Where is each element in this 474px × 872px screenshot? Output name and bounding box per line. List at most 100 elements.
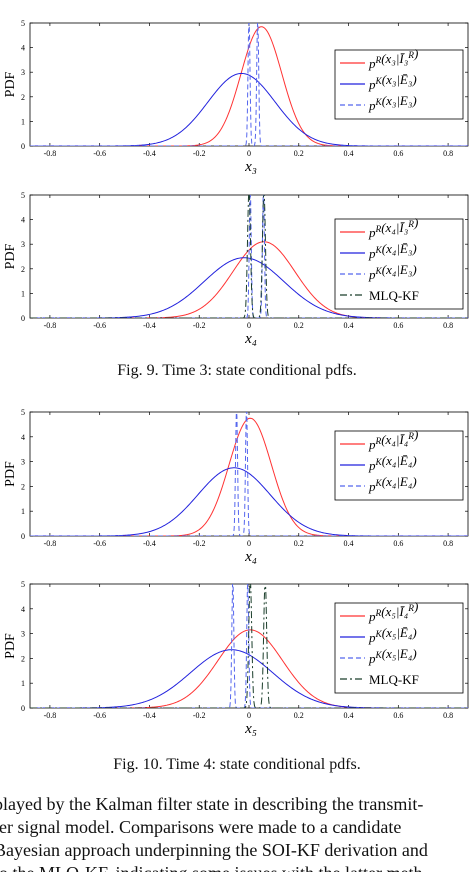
legend-label-superscript: K: [375, 246, 383, 256]
legend-label-part: ): [413, 46, 418, 61]
x-tick-label: -0.2: [193, 539, 206, 548]
legend-label-part: (x₃|E₃): [382, 93, 417, 108]
y-tick-label: 5: [21, 19, 25, 28]
legend-label-part: ): [413, 427, 418, 442]
legend-label-part: p: [368, 225, 376, 240]
legend-label-superscript: K: [375, 458, 383, 468]
legend-label: MLQ-KF: [369, 672, 419, 687]
legend-label-part: ): [413, 215, 418, 230]
x-tick-label: 0.6: [393, 149, 403, 158]
x-tick-label: 0.8: [443, 321, 453, 330]
x-tick-label: -0.4: [143, 539, 156, 548]
legend-label-superscript: K: [375, 479, 383, 489]
legend-label-part: (x₅|Ī₄: [381, 604, 409, 619]
chart-panel-4: -0.8 -0.6 -0.4 -0.2 0 0.2 0.4 0.6 0.8 0 1 2 3 4 5 PDF x₅…: [3, 580, 469, 737]
x-tick-label: 0: [247, 149, 251, 158]
legend-label-superscript: R: [375, 225, 382, 235]
x-tick-label: -0.8: [44, 149, 57, 158]
legend-label: pK(x₃|Ē₃): [368, 72, 417, 92]
x-tick-label: -0.6: [93, 539, 106, 548]
fig10-caption: Fig. 10. Time 4: state conditional pdfs.: [113, 756, 361, 773]
x-tick-label: -0.6: [93, 711, 106, 720]
legend-label-part: (x₄|Ī₄: [381, 432, 409, 447]
legend-label-superscript: R: [407, 604, 414, 614]
legend-label-part: (x₃|Ī₃: [381, 51, 408, 66]
y-tick-label: 4: [21, 433, 25, 442]
legend-label-part: (x₅|E₄): [382, 646, 417, 661]
body-text-line: ter signal model. Comparisons were made …: [0, 817, 402, 837]
legend-label-part: p: [368, 56, 376, 71]
x-tick-label: 0.2: [294, 539, 304, 548]
legend-label-part: p: [368, 479, 376, 494]
y-tick-label: 0: [21, 314, 25, 323]
y-tick-label: 2: [21, 482, 25, 491]
legend-label-superscript: K: [375, 77, 383, 87]
body-text-line: to the MLQ-KF, indicating some issues wi…: [0, 862, 474, 872]
x-tick-label: 0.2: [294, 321, 304, 330]
legend-label: pR(x₄|Ī₄R): [368, 427, 418, 452]
x-tick-label: -0.2: [193, 149, 206, 158]
x-tick-label: -0.4: [143, 321, 156, 330]
x-tick-label: 0.2: [294, 149, 304, 158]
y-tick-label: 5: [21, 408, 25, 417]
fig9-caption: Fig. 9. Time 3: state conditional pdfs.: [117, 362, 357, 379]
y-axis-label: PDF: [3, 633, 18, 659]
y-tick-label: 4: [21, 605, 25, 614]
y-tick-label: 1: [21, 117, 25, 126]
legend-label: pR(x₃|Ī₃R): [368, 46, 418, 71]
series-line: [30, 195, 468, 318]
chart-panel-3: -0.8 -0.6 -0.4 -0.2 0 0.2 0.4 0.6 0.8 0 1 2 3 4 5 PDF x₄…: [3, 408, 469, 565]
legend-label-part: p: [368, 246, 376, 261]
series-line: [30, 417, 468, 536]
chart-panel-2: -0.8 -0.6 -0.4 -0.2 0 0.2 0.4 0.6 0.8 0 1 2 3 4 5 PDF x₄…: [3, 191, 469, 347]
y-tick-label: 3: [21, 458, 25, 467]
series-line: [30, 584, 468, 708]
y-tick-label: 1: [21, 507, 25, 516]
x-tick-label: -0.8: [44, 539, 57, 548]
legend-frame: [334, 218, 464, 310]
legend: pR(x₃|Ī₃R)pK(x₃|Ē₃)pK(x₃|E₃): [334, 46, 464, 120]
x-tick-label: -0.2: [193, 321, 206, 330]
x-axis-label: x₄: [244, 331, 257, 347]
legend-frame: [334, 602, 464, 694]
series-line: [30, 412, 468, 536]
legend-label-part: (x₃|Ē₃): [382, 72, 417, 87]
legend-label-part: (x₄|E₄): [382, 474, 417, 489]
legend-label-part: (x₅|Ē₄): [382, 625, 417, 640]
y-tick-label: 5: [21, 580, 25, 589]
y-tick-label: 1: [21, 289, 25, 298]
y-axis-label: PDF: [3, 71, 18, 97]
y-tick-label: 3: [21, 68, 25, 77]
legend-label: pK(x₄|Ē₃): [368, 241, 417, 261]
y-axis-label: PDF: [3, 243, 18, 269]
x-tick-label: 0.4: [344, 321, 354, 330]
y-tick-label: 2: [21, 93, 25, 102]
x-tick-label: 0.4: [344, 539, 354, 548]
x-tick-label: 0.4: [344, 149, 354, 158]
x-tick-label: 0: [247, 321, 251, 330]
legend-label-part: (x₄|Ē₃): [382, 241, 417, 256]
y-tick-label: 2: [21, 654, 25, 663]
x-tick-label: 0.4: [344, 711, 354, 720]
legend-label-superscript: K: [375, 98, 383, 108]
legend-label-part: (x₄|Ē₄): [382, 453, 417, 468]
y-tick-label: 4: [21, 216, 25, 225]
y-tick-label: 0: [21, 704, 25, 713]
y-tick-label: 3: [21, 630, 25, 639]
series-line: [30, 26, 468, 146]
body-text-line: Bayesian approach underpinning the SOI-K…: [0, 840, 428, 860]
x-axis-label: x₄: [244, 549, 257, 565]
legend-label-superscript: R: [375, 609, 382, 619]
legend-label: MLQ-KF: [369, 288, 419, 303]
legend-label: pK(x₅|Ē₄): [368, 625, 417, 645]
legend-label: pK(x₅|E₄): [368, 646, 417, 666]
y-tick-label: 5: [21, 191, 25, 200]
legend-label: pK(x₃|E₃): [368, 93, 417, 113]
x-tick-label: -0.4: [143, 149, 156, 158]
y-tick-label: 0: [21, 532, 25, 541]
legend-label-superscript: R: [407, 432, 414, 442]
x-tick-label: -0.2: [193, 711, 206, 720]
x-tick-label: 0: [247, 539, 251, 548]
legend-label-superscript: K: [375, 267, 383, 277]
